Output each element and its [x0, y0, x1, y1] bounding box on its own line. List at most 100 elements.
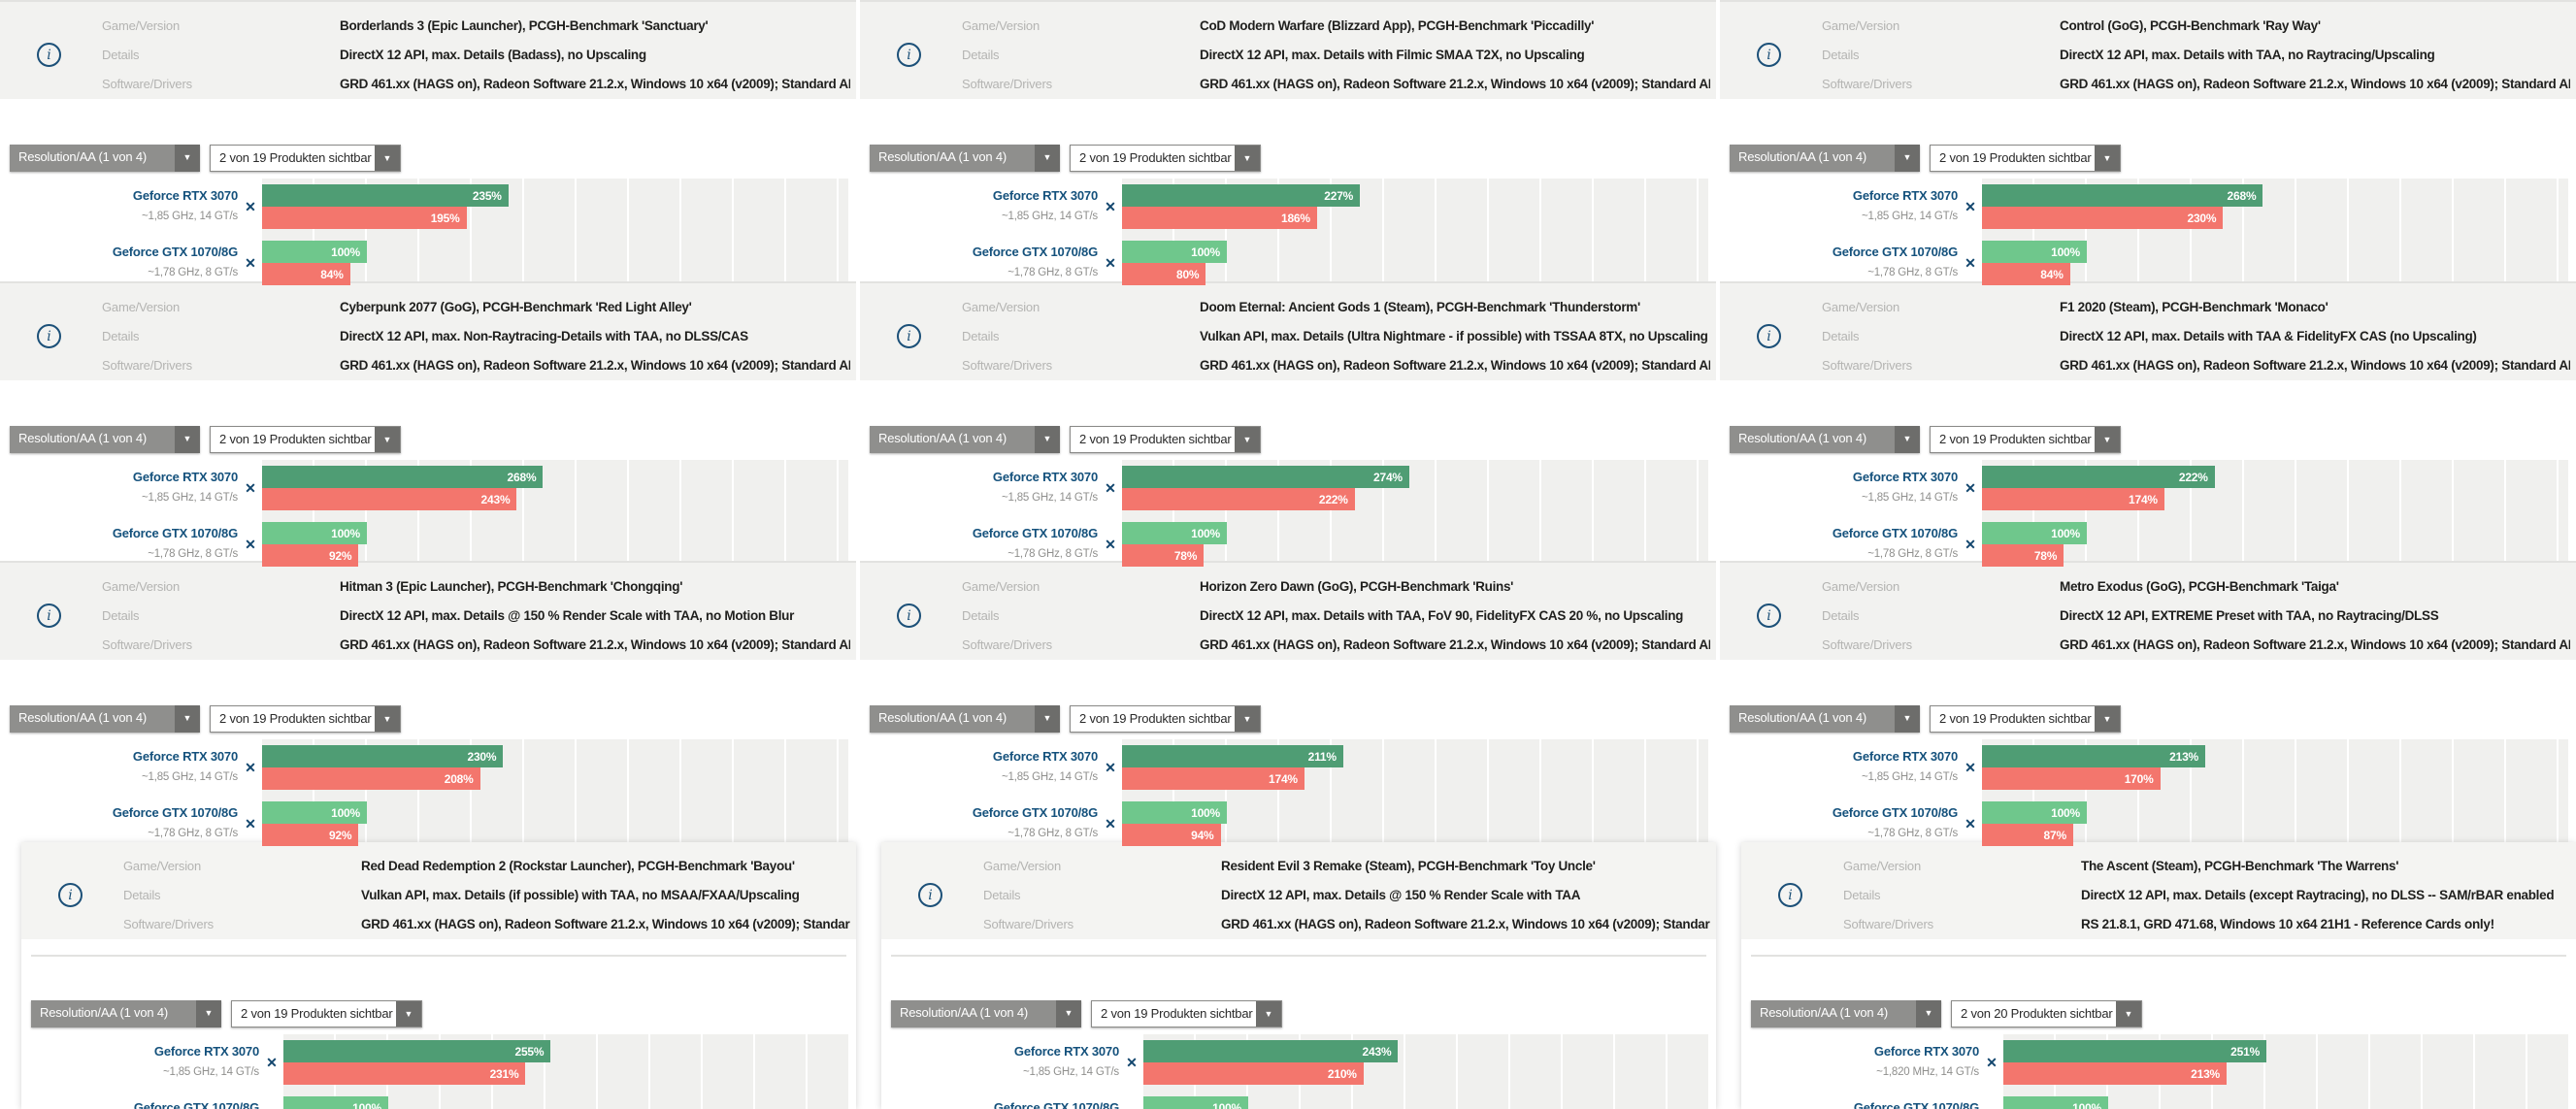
remove-product-icon[interactable]: ✕ [1105, 815, 1116, 832]
resolution-aa-select[interactable]: Resolution/AA (1 von 4) ▼ [10, 705, 200, 733]
bar-value-label: 100% [1191, 526, 1220, 540]
resolution-aa-select[interactable]: Resolution/AA (1 von 4) ▼ [1730, 426, 1920, 453]
remove-product-icon[interactable]: ✕ [1986, 1054, 1998, 1070]
products-visible-select-value: 2 von 20 Produkten sichtbar [1952, 1001, 2116, 1027]
remove-product-icon[interactable]: ✕ [245, 759, 256, 775]
products-visible-select[interactable]: 2 von 19 Produkten sichtbar ▼ [1930, 145, 2121, 172]
resolution-aa-select[interactable]: Resolution/AA (1 von 4) ▼ [31, 1000, 221, 1027]
resolution-aa-select[interactable]: Resolution/AA (1 von 4) ▼ [1730, 705, 1920, 733]
info-row-drivers: Software/Drivers GRD 461.xx (HAGS on), Ra… [1822, 631, 2570, 660]
resolution-aa-select[interactable]: Resolution/AA (1 von 4) ▼ [10, 145, 200, 172]
drivers-value: GRD 461.xx (HAGS on), Radeon Software 21… [340, 358, 850, 373]
info-row-drivers: Software/Drivers GRD 461.xx (HAGS on), Ra… [962, 70, 1710, 99]
bar-group: 211% 174% [1122, 745, 1708, 790]
bar-group: 100% 84% [1982, 241, 2568, 285]
products-visible-select[interactable]: 2 von 19 Produkten sichtbar ▼ [210, 145, 401, 172]
chart-row-rtx3070: Geforce RTX 3070 ~1,820 MHz, 14 GT/s ✕ 2… [1741, 1040, 2568, 1085]
info-icon[interactable]: i [37, 43, 61, 67]
info-icon[interactable]: i [897, 43, 921, 67]
products-visible-select[interactable]: 2 von 19 Produkten sichtbar ▼ [1930, 426, 2121, 453]
remove-product-icon[interactable]: ✕ [1105, 198, 1116, 214]
resolution-aa-select-value: Resolution/AA (1 von 4) [10, 145, 175, 172]
remove-product-icon[interactable]: ✕ [245, 815, 256, 832]
resolution-aa-select[interactable]: Resolution/AA (1 von 4) ▼ [891, 1000, 1081, 1027]
remove-product-icon[interactable]: ✕ [1105, 479, 1116, 496]
info-label-drivers: Software/Drivers [1822, 637, 1912, 652]
info-row-drivers: Software/Drivers GRD 461.xx (HAGS on), Ra… [962, 631, 1710, 660]
remove-product-icon[interactable]: ✕ [1965, 815, 1976, 832]
remove-product-icon[interactable]: ✕ [1123, 1096, 1140, 1109]
bar-value-label: 80% [1175, 267, 1200, 281]
bar-group: 251% 213% [2003, 1040, 2568, 1085]
products-visible-select[interactable]: 2 von 19 Produkten sichtbar ▼ [1930, 705, 2121, 733]
bar-group: 100% 94% [1122, 801, 1708, 846]
remove-product-icon[interactable]: ✕ [266, 1054, 278, 1070]
red-percent-bar: 243% [262, 488, 517, 510]
products-visible-select[interactable]: 2 von 19 Produkten sichtbar ▼ [1070, 426, 1261, 453]
info-divider [31, 955, 846, 957]
remove-product-icon[interactable]: ✕ [1965, 254, 1976, 271]
info-icon[interactable]: i [1778, 883, 1802, 907]
remove-product-icon[interactable]: ✕ [1965, 759, 1976, 775]
products-visible-select[interactable]: 2 von 19 Produkten sichtbar ▼ [1070, 145, 1261, 172]
remove-product-icon[interactable]: ✕ [1105, 759, 1116, 775]
products-visible-select[interactable]: 2 von 19 Produkten sichtbar ▼ [1091, 1000, 1282, 1027]
gpu-spec: ~1,78 GHz, 8 GT/s [1007, 828, 1098, 839]
info-label-drivers: Software/Drivers [1822, 358, 1912, 373]
info-icon[interactable]: i [58, 883, 83, 907]
benchmark-panel: i Game/Version The Ascent (Steam), PCGH-B… [1741, 842, 2576, 1109]
remove-product-icon[interactable]: ✕ [1965, 536, 1976, 552]
resolution-aa-select[interactable]: Resolution/AA (1 von 4) ▼ [10, 426, 200, 453]
remove-product-icon[interactable]: ✕ [245, 198, 256, 214]
info-icon[interactable]: i [1757, 43, 1781, 67]
gpu-name: Geforce GTX 1070/8G [993, 1100, 1119, 1109]
remove-product-icon[interactable]: ✕ [1965, 479, 1976, 496]
filter-controls: Resolution/AA (1 von 4) ▼ 2 von 19 Produ… [31, 1000, 422, 1027]
info-label-details: Details [102, 48, 140, 62]
info-icon[interactable]: i [918, 883, 942, 907]
resolution-aa-select[interactable]: Resolution/AA (1 von 4) ▼ [870, 705, 1060, 733]
benchmark-info-section: i Game/Version Horizon Zero Dawn (GoG), P… [860, 563, 1716, 660]
gpu-name: Geforce GTX 1070/8G [112, 526, 238, 540]
resolution-aa-select[interactable]: Resolution/AA (1 von 4) ▼ [870, 426, 1060, 453]
remove-product-icon[interactable]: ✕ [1126, 1054, 1138, 1070]
info-row-details: Details DirectX 12 API, max. Details with… [962, 602, 1710, 631]
benchmark-row-3: i Game/Version Hitman 3 (Epic Launcher), … [0, 561, 2576, 852]
green-percent-bar: 100% [1982, 801, 2087, 824]
products-visible-select[interactable]: 2 von 19 Produkten sichtbar ▼ [231, 1000, 422, 1027]
info-icon[interactable]: i [37, 324, 61, 348]
red-percent-bar: 78% [1982, 544, 2064, 567]
remove-product-icon[interactable]: ✕ [1105, 536, 1116, 552]
remove-product-icon[interactable]: ✕ [1965, 198, 1976, 214]
products-visible-select[interactable]: 2 von 20 Produkten sichtbar ▼ [1951, 1000, 2142, 1027]
bar-value-label: 230% [2187, 211, 2217, 225]
remove-product-icon[interactable]: ✕ [263, 1096, 281, 1109]
remove-product-icon[interactable]: ✕ [1105, 254, 1116, 271]
bar-value-label: 222% [1318, 492, 1348, 506]
green-percent-bar: 100% [262, 241, 367, 263]
resolution-aa-select[interactable]: Resolution/AA (1 von 4) ▼ [1730, 145, 1920, 172]
info-icon[interactable]: i [1757, 324, 1781, 348]
green-percent-bar: 227% [1122, 184, 1361, 207]
products-visible-select[interactable]: 2 von 19 Produkten sichtbar ▼ [210, 705, 401, 733]
info-icon[interactable]: i [37, 603, 61, 628]
resolution-aa-select[interactable]: Resolution/AA (1 von 4) ▼ [1751, 1000, 1941, 1027]
products-visible-select[interactable]: 2 von 19 Produkten sichtbar ▼ [210, 426, 401, 453]
info-icon[interactable]: i [897, 603, 921, 628]
info-icon[interactable]: i [1757, 603, 1781, 628]
gpu-name: Geforce GTX 1070/8G [972, 245, 1098, 259]
chart-row-rtx3070: Geforce RTX 3070 ~1,85 GHz, 14 GT/s ✕ 22… [1720, 466, 2568, 510]
remove-product-icon[interactable]: ✕ [245, 536, 256, 552]
products-visible-select[interactable]: 2 von 19 Produkten sichtbar ▼ [1070, 705, 1261, 733]
chart-row-rtx3070: Geforce RTX 3070 ~1,85 GHz, 14 GT/s ✕ 21… [1720, 745, 2568, 790]
resolution-aa-select[interactable]: Resolution/AA (1 von 4) ▼ [870, 145, 1060, 172]
remove-product-icon[interactable]: ✕ [1983, 1096, 2000, 1109]
bar-group: 230% 208% [262, 745, 848, 790]
info-row-details: Details Vulkan API, max. Details (if poss… [123, 881, 850, 910]
info-label-drivers: Software/Drivers [102, 358, 192, 373]
resolution-aa-select-value: Resolution/AA (1 von 4) [1730, 705, 1895, 733]
remove-product-icon[interactable]: ✕ [245, 479, 256, 496]
info-icon[interactable]: i [897, 324, 921, 348]
remove-product-icon[interactable]: ✕ [245, 254, 256, 271]
